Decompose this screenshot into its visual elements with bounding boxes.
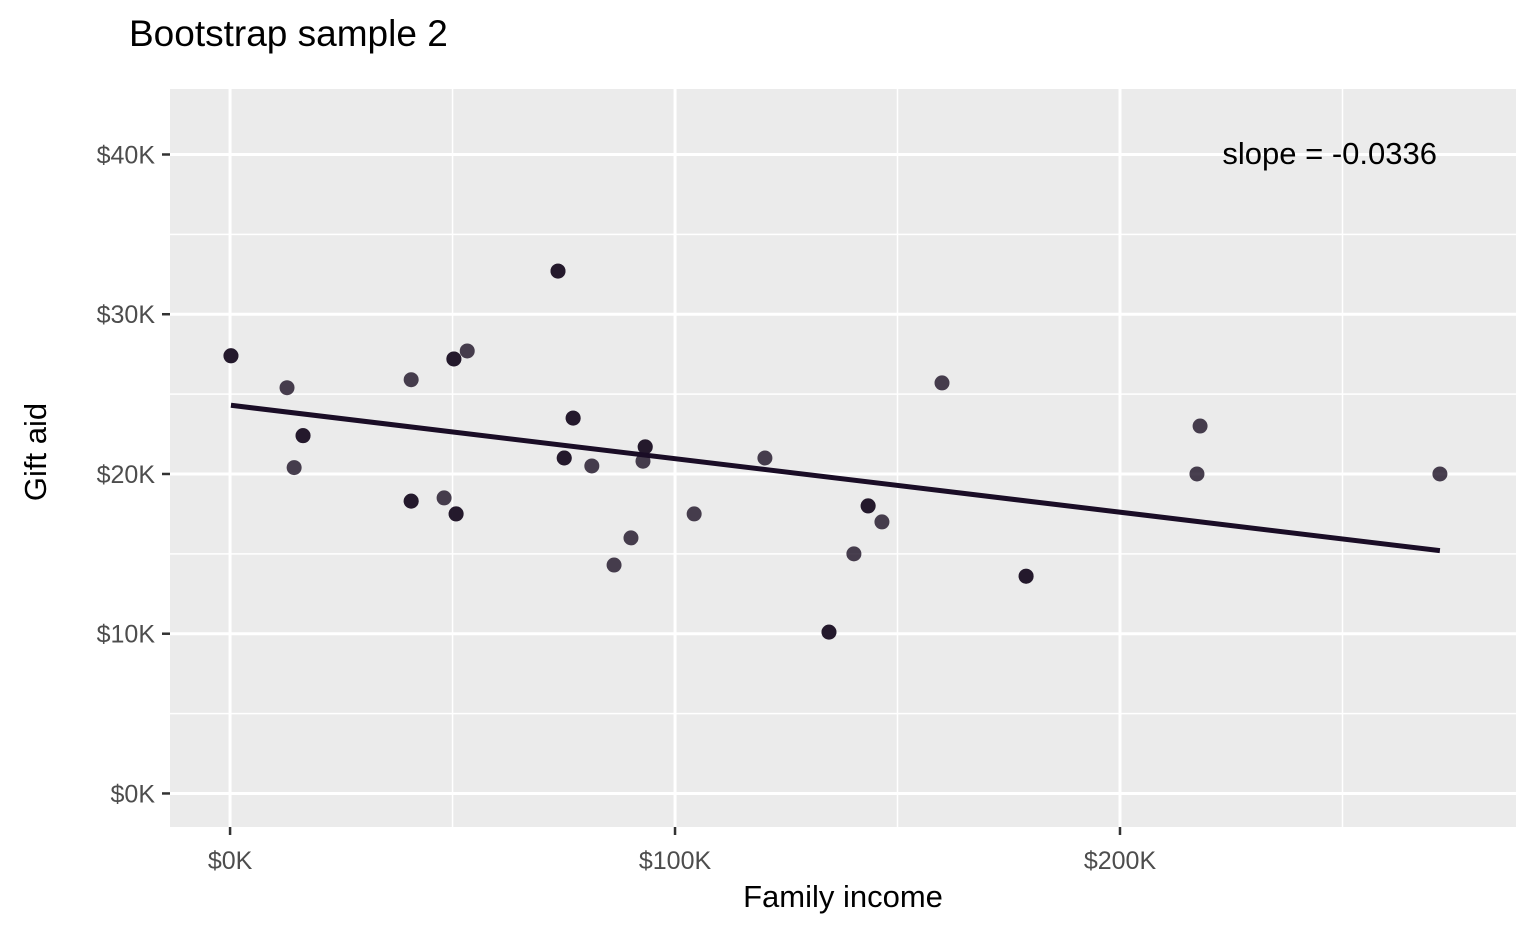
data-point <box>623 530 639 546</box>
data-point <box>279 380 295 396</box>
data-point <box>1018 568 1034 584</box>
data-point <box>846 546 862 562</box>
data-point <box>403 372 419 388</box>
data-point <box>459 343 475 359</box>
data-point <box>446 351 462 367</box>
data-point <box>637 439 653 455</box>
data-point <box>860 498 876 514</box>
data-point <box>295 428 311 444</box>
y-tick-label: $10K <box>97 621 156 649</box>
y-tick-label: $20K <box>97 461 156 489</box>
y-tick-label: $40K <box>97 141 156 169</box>
y-tick-label: $0K <box>111 780 156 808</box>
data-point <box>757 450 773 466</box>
data-point <box>556 450 572 466</box>
y-axis-title: Gift aid <box>18 402 53 502</box>
slope-annotation: slope = -0.0336 <box>1222 136 1437 171</box>
data-point <box>606 557 622 573</box>
plot-panel <box>170 89 1516 827</box>
data-point <box>448 506 464 522</box>
regression-line <box>230 402 1441 554</box>
data-point <box>874 514 890 530</box>
data-point <box>821 624 837 640</box>
x-tick-label: $100K <box>639 847 712 875</box>
data-point <box>1192 418 1208 434</box>
x-tick-label: $200K <box>1084 847 1157 875</box>
data-point <box>223 348 239 364</box>
data-point <box>565 410 581 426</box>
x-tick-label: $0K <box>208 847 253 875</box>
data-point <box>686 506 702 522</box>
data-point <box>403 493 419 509</box>
data-point <box>1189 466 1205 482</box>
data-point <box>584 458 600 474</box>
x-axis-title: Family income <box>743 879 943 914</box>
data-point <box>1432 466 1448 482</box>
data-point <box>550 263 566 279</box>
chart-title: Bootstrap sample 2 <box>129 13 448 54</box>
data-point <box>286 460 302 476</box>
data-point <box>436 490 452 506</box>
data-point <box>934 375 950 391</box>
y-tick-label: $30K <box>97 301 156 329</box>
